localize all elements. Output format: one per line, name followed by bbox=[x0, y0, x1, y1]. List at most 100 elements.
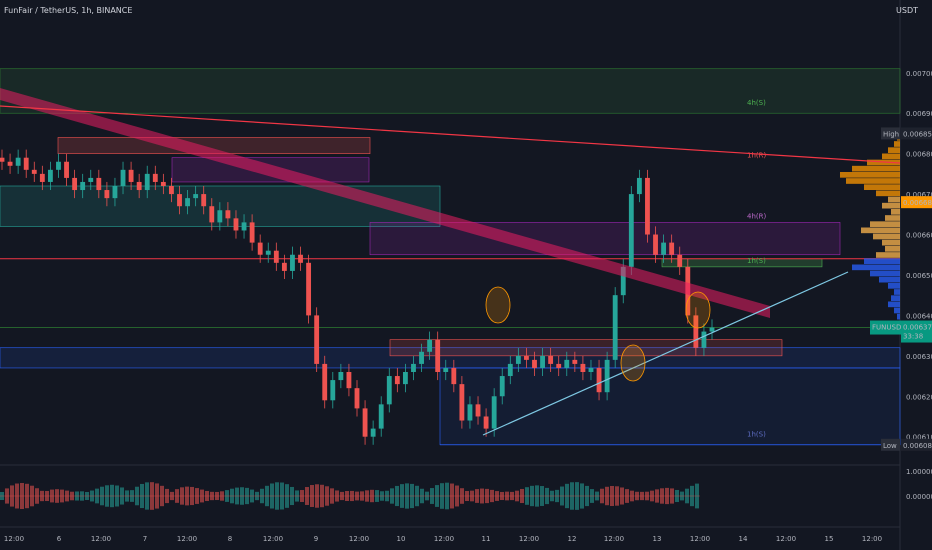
volume-profile-bar bbox=[888, 283, 900, 289]
candle-body bbox=[112, 186, 118, 199]
volume-profile-bar bbox=[894, 289, 900, 295]
candle-body bbox=[604, 359, 610, 393]
candle-body bbox=[435, 339, 441, 372]
x-tick-label: 7 bbox=[143, 535, 147, 543]
candle-body bbox=[136, 181, 142, 191]
highlight-ellipse bbox=[485, 286, 511, 324]
low-price-tag-label: Low bbox=[883, 442, 897, 450]
candle-body bbox=[257, 242, 263, 255]
candle-body bbox=[39, 173, 45, 182]
candle-body bbox=[483, 416, 489, 429]
candle-body bbox=[556, 363, 562, 368]
candle-body bbox=[0, 157, 5, 162]
volume-profile-bar bbox=[894, 141, 900, 147]
high-price-tag-value: 0.00685 bbox=[903, 130, 932, 138]
x-tick-label: 12:00 bbox=[776, 535, 796, 543]
volume-profile-bar bbox=[852, 264, 900, 271]
candle-body bbox=[80, 181, 86, 191]
candle-body bbox=[7, 161, 13, 166]
candle-body bbox=[217, 210, 223, 223]
zone-layer: 4h(S) 1h(R) 4h(R) 1h(S) 1h(S) bbox=[0, 68, 901, 446]
x-tick-label: 8 bbox=[228, 535, 232, 543]
candle-body bbox=[152, 173, 158, 182]
candle-body bbox=[346, 372, 352, 389]
candle-body bbox=[281, 262, 287, 271]
candle-body bbox=[386, 376, 392, 405]
candle-body bbox=[394, 376, 400, 385]
candle-body bbox=[467, 404, 473, 421]
x-tick-label: 13 bbox=[653, 535, 662, 543]
volume-profile-bar bbox=[873, 233, 900, 240]
candle-body bbox=[677, 254, 683, 267]
candle-body bbox=[273, 250, 279, 263]
candle-body bbox=[645, 177, 650, 235]
candle-body bbox=[378, 404, 384, 429]
candle-body bbox=[225, 210, 231, 219]
volume-profile-bar bbox=[891, 295, 900, 301]
candle-body bbox=[56, 161, 61, 170]
candle-body bbox=[15, 157, 21, 166]
candle-body bbox=[580, 363, 586, 372]
x-tick-label: 12:00 bbox=[91, 535, 111, 543]
candle-body bbox=[104, 190, 110, 199]
x-tick-label: 12:00 bbox=[263, 535, 283, 543]
candle-body bbox=[693, 315, 699, 348]
candle-body bbox=[23, 157, 29, 170]
zone-label: 1h(S) bbox=[747, 257, 766, 265]
candle-body bbox=[548, 355, 554, 364]
prev-level-tag-bg bbox=[901, 196, 932, 209]
x-tick-label: 15 bbox=[825, 535, 834, 543]
candle-body bbox=[419, 351, 424, 364]
candle-body bbox=[185, 198, 190, 207]
volume-profile-bar bbox=[870, 221, 900, 227]
zone-label: 1h(R) bbox=[747, 152, 766, 160]
candle-body bbox=[451, 367, 457, 385]
candle-body bbox=[628, 194, 634, 267]
volume-profile-bar bbox=[882, 202, 900, 209]
volume-profile-bar bbox=[870, 270, 900, 277]
candle-body bbox=[443, 367, 449, 372]
candle-body bbox=[701, 331, 707, 348]
volume-profile-bar bbox=[888, 196, 900, 203]
x-tick-label: 12:00 bbox=[604, 535, 624, 543]
low-price-tag-bg bbox=[901, 438, 932, 451]
volume-profile-bar bbox=[897, 313, 900, 320]
candle-layer[interactable] bbox=[0, 149, 715, 445]
zone-label: 4h(S) bbox=[747, 99, 766, 107]
candle-body bbox=[612, 295, 618, 360]
x-tick-label: 12:00 bbox=[690, 535, 710, 543]
prev-level-tag-value: 0.00668 bbox=[903, 199, 932, 207]
current-symbol-bg bbox=[870, 320, 901, 335]
candle-body bbox=[475, 404, 481, 417]
highlight-ellipse bbox=[620, 344, 646, 382]
candle-body bbox=[144, 173, 150, 191]
candle-body bbox=[653, 234, 658, 255]
x-tick-label: 12:00 bbox=[177, 535, 197, 543]
x-tick-label: 12:00 bbox=[862, 535, 882, 543]
candle-body bbox=[507, 363, 513, 377]
candle-body bbox=[572, 359, 578, 364]
candle-body bbox=[362, 408, 368, 437]
candle-body bbox=[330, 380, 336, 401]
candle-body bbox=[411, 363, 416, 372]
current-price-bg bbox=[901, 320, 932, 343]
volume-profile-bar bbox=[876, 190, 900, 197]
sr-zone bbox=[389, 339, 783, 357]
candle-body bbox=[661, 242, 667, 255]
candle-body bbox=[540, 355, 545, 368]
overlay-layer bbox=[0, 88, 901, 436]
candle-body bbox=[322, 363, 328, 401]
candle-body bbox=[636, 177, 642, 195]
x-tick-label: 12:00 bbox=[349, 535, 369, 543]
volume-profile-bar bbox=[864, 258, 900, 264]
volume-profile-bar bbox=[846, 178, 900, 184]
candle-body bbox=[265, 250, 271, 255]
volume-profile-bar bbox=[882, 153, 900, 160]
x-tick-label: 12:00 bbox=[4, 535, 24, 543]
volume-profile-bar bbox=[852, 165, 900, 172]
highlight-ellipse bbox=[685, 291, 711, 329]
volume-profile-bar bbox=[876, 252, 900, 258]
